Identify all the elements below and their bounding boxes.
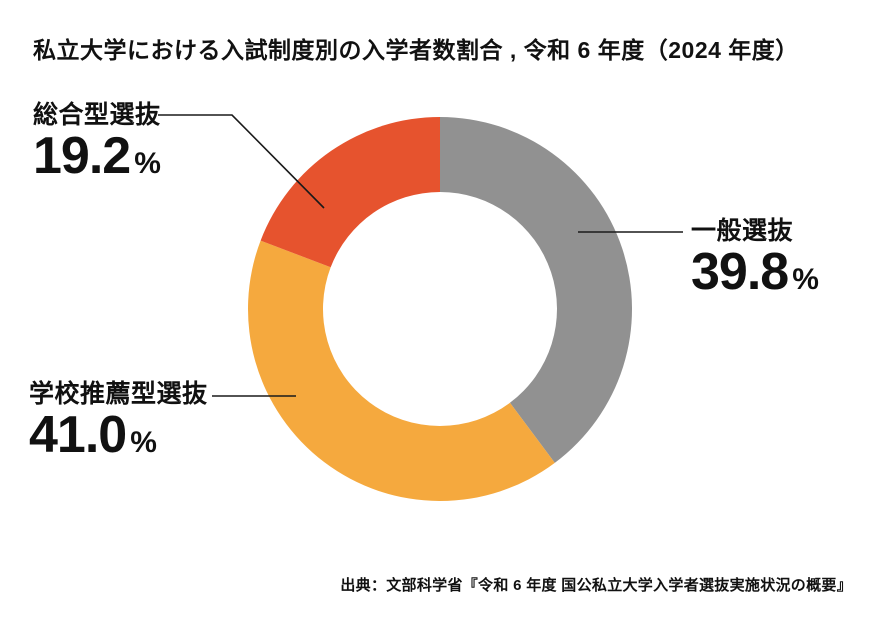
segment-value: 39.8% xyxy=(691,243,819,301)
donut-segment-0 xyxy=(440,117,633,463)
segment-value: 41.0% xyxy=(29,406,157,464)
segment-name: 一般選抜 xyxy=(691,217,794,245)
segment-label-comprehensive-selection: 総合型選抜 19.2% xyxy=(33,100,161,190)
chart-title: 私立大学における入試制度別の入学者数割合 , 令和 6 年度（2024 年度） xyxy=(33,37,799,63)
percent-unit: % xyxy=(130,426,157,459)
donut-segment-1 xyxy=(248,240,555,501)
percent-unit: % xyxy=(134,147,161,180)
percent-unit: % xyxy=(792,263,819,296)
segment-label-school-recommendation: 学校推薦型選抜 41.0% xyxy=(29,379,208,469)
source-citation: 出典：文部科学省『令和 6 年度 国公私立大学入学者選抜実施状況の概要』 xyxy=(340,577,852,594)
segment-value: 19.2% xyxy=(33,127,161,185)
segment-name: 総合型選抜 xyxy=(33,101,161,129)
segment-label-general-selection: 一般選抜 39.8% xyxy=(691,216,819,306)
segment-name: 学校推薦型選抜 xyxy=(29,380,208,408)
leader-line-comprehensive xyxy=(158,114,325,209)
donut-segment-2 xyxy=(260,117,440,268)
